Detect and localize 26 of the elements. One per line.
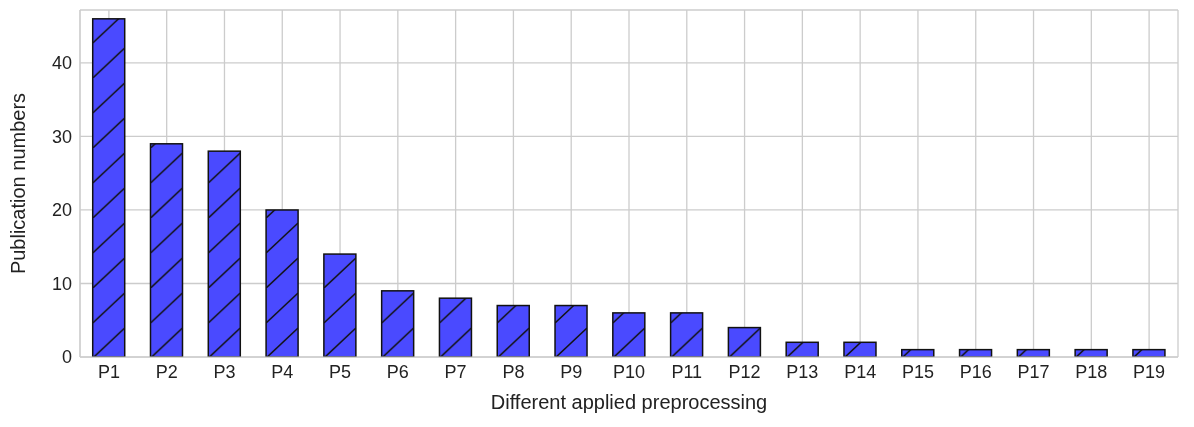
x-tick-label: P12 — [728, 361, 761, 382]
x-tick-label: P14 — [844, 361, 877, 382]
y-tick-label: 20 — [51, 200, 72, 221]
x-tick-label: P17 — [1017, 361, 1050, 382]
x-tick-label: P8 — [502, 361, 525, 382]
x-tick-label: P19 — [1133, 361, 1166, 382]
x-tick-label: P13 — [786, 361, 819, 382]
y-tick-label: 10 — [51, 273, 72, 294]
y-tick-label: 40 — [51, 53, 72, 74]
x-tick-label: P3 — [213, 361, 236, 382]
x-tick-label: P7 — [444, 361, 467, 382]
x-tick-label: P5 — [329, 361, 352, 382]
x-axis-title: Different applied preprocessing — [490, 391, 768, 413]
x-tick-label: P18 — [1075, 361, 1108, 382]
x-tick-label: P9 — [560, 361, 583, 382]
x-tick-label: P10 — [612, 361, 646, 382]
x-tick-label: P15 — [901, 361, 934, 382]
x-tick-label: P2 — [155, 361, 178, 382]
x-tick-label: P16 — [959, 361, 992, 382]
y-tick-label: 0 — [61, 347, 72, 368]
x-tick-label: P6 — [386, 361, 409, 382]
y-axis-title: Publication numbers — [7, 92, 30, 275]
x-tick-label: P1 — [97, 361, 120, 382]
y-tick-label: 30 — [51, 126, 72, 147]
x-tick-label: P11 — [671, 361, 703, 382]
x-tick-label: P4 — [271, 361, 294, 382]
